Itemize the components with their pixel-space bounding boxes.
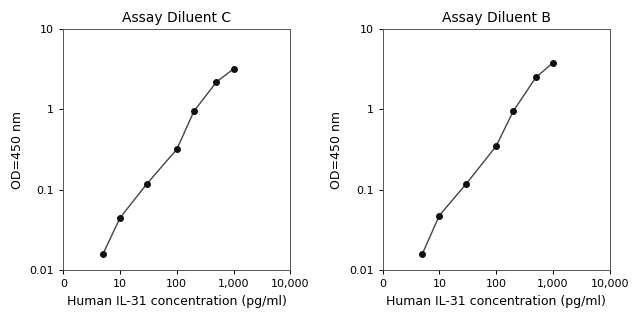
Title: Assay Diluent C: Assay Diluent C	[122, 11, 232, 25]
Y-axis label: OD=450 nm: OD=450 nm	[11, 111, 24, 189]
X-axis label: Human IL-31 concentration (pg/ml): Human IL-31 concentration (pg/ml)	[386, 295, 606, 308]
Title: Assay Diluent B: Assay Diluent B	[442, 11, 550, 25]
X-axis label: Human IL-31 concentration (pg/ml): Human IL-31 concentration (pg/ml)	[67, 295, 287, 308]
Y-axis label: OD=450 nm: OD=450 nm	[330, 111, 344, 189]
